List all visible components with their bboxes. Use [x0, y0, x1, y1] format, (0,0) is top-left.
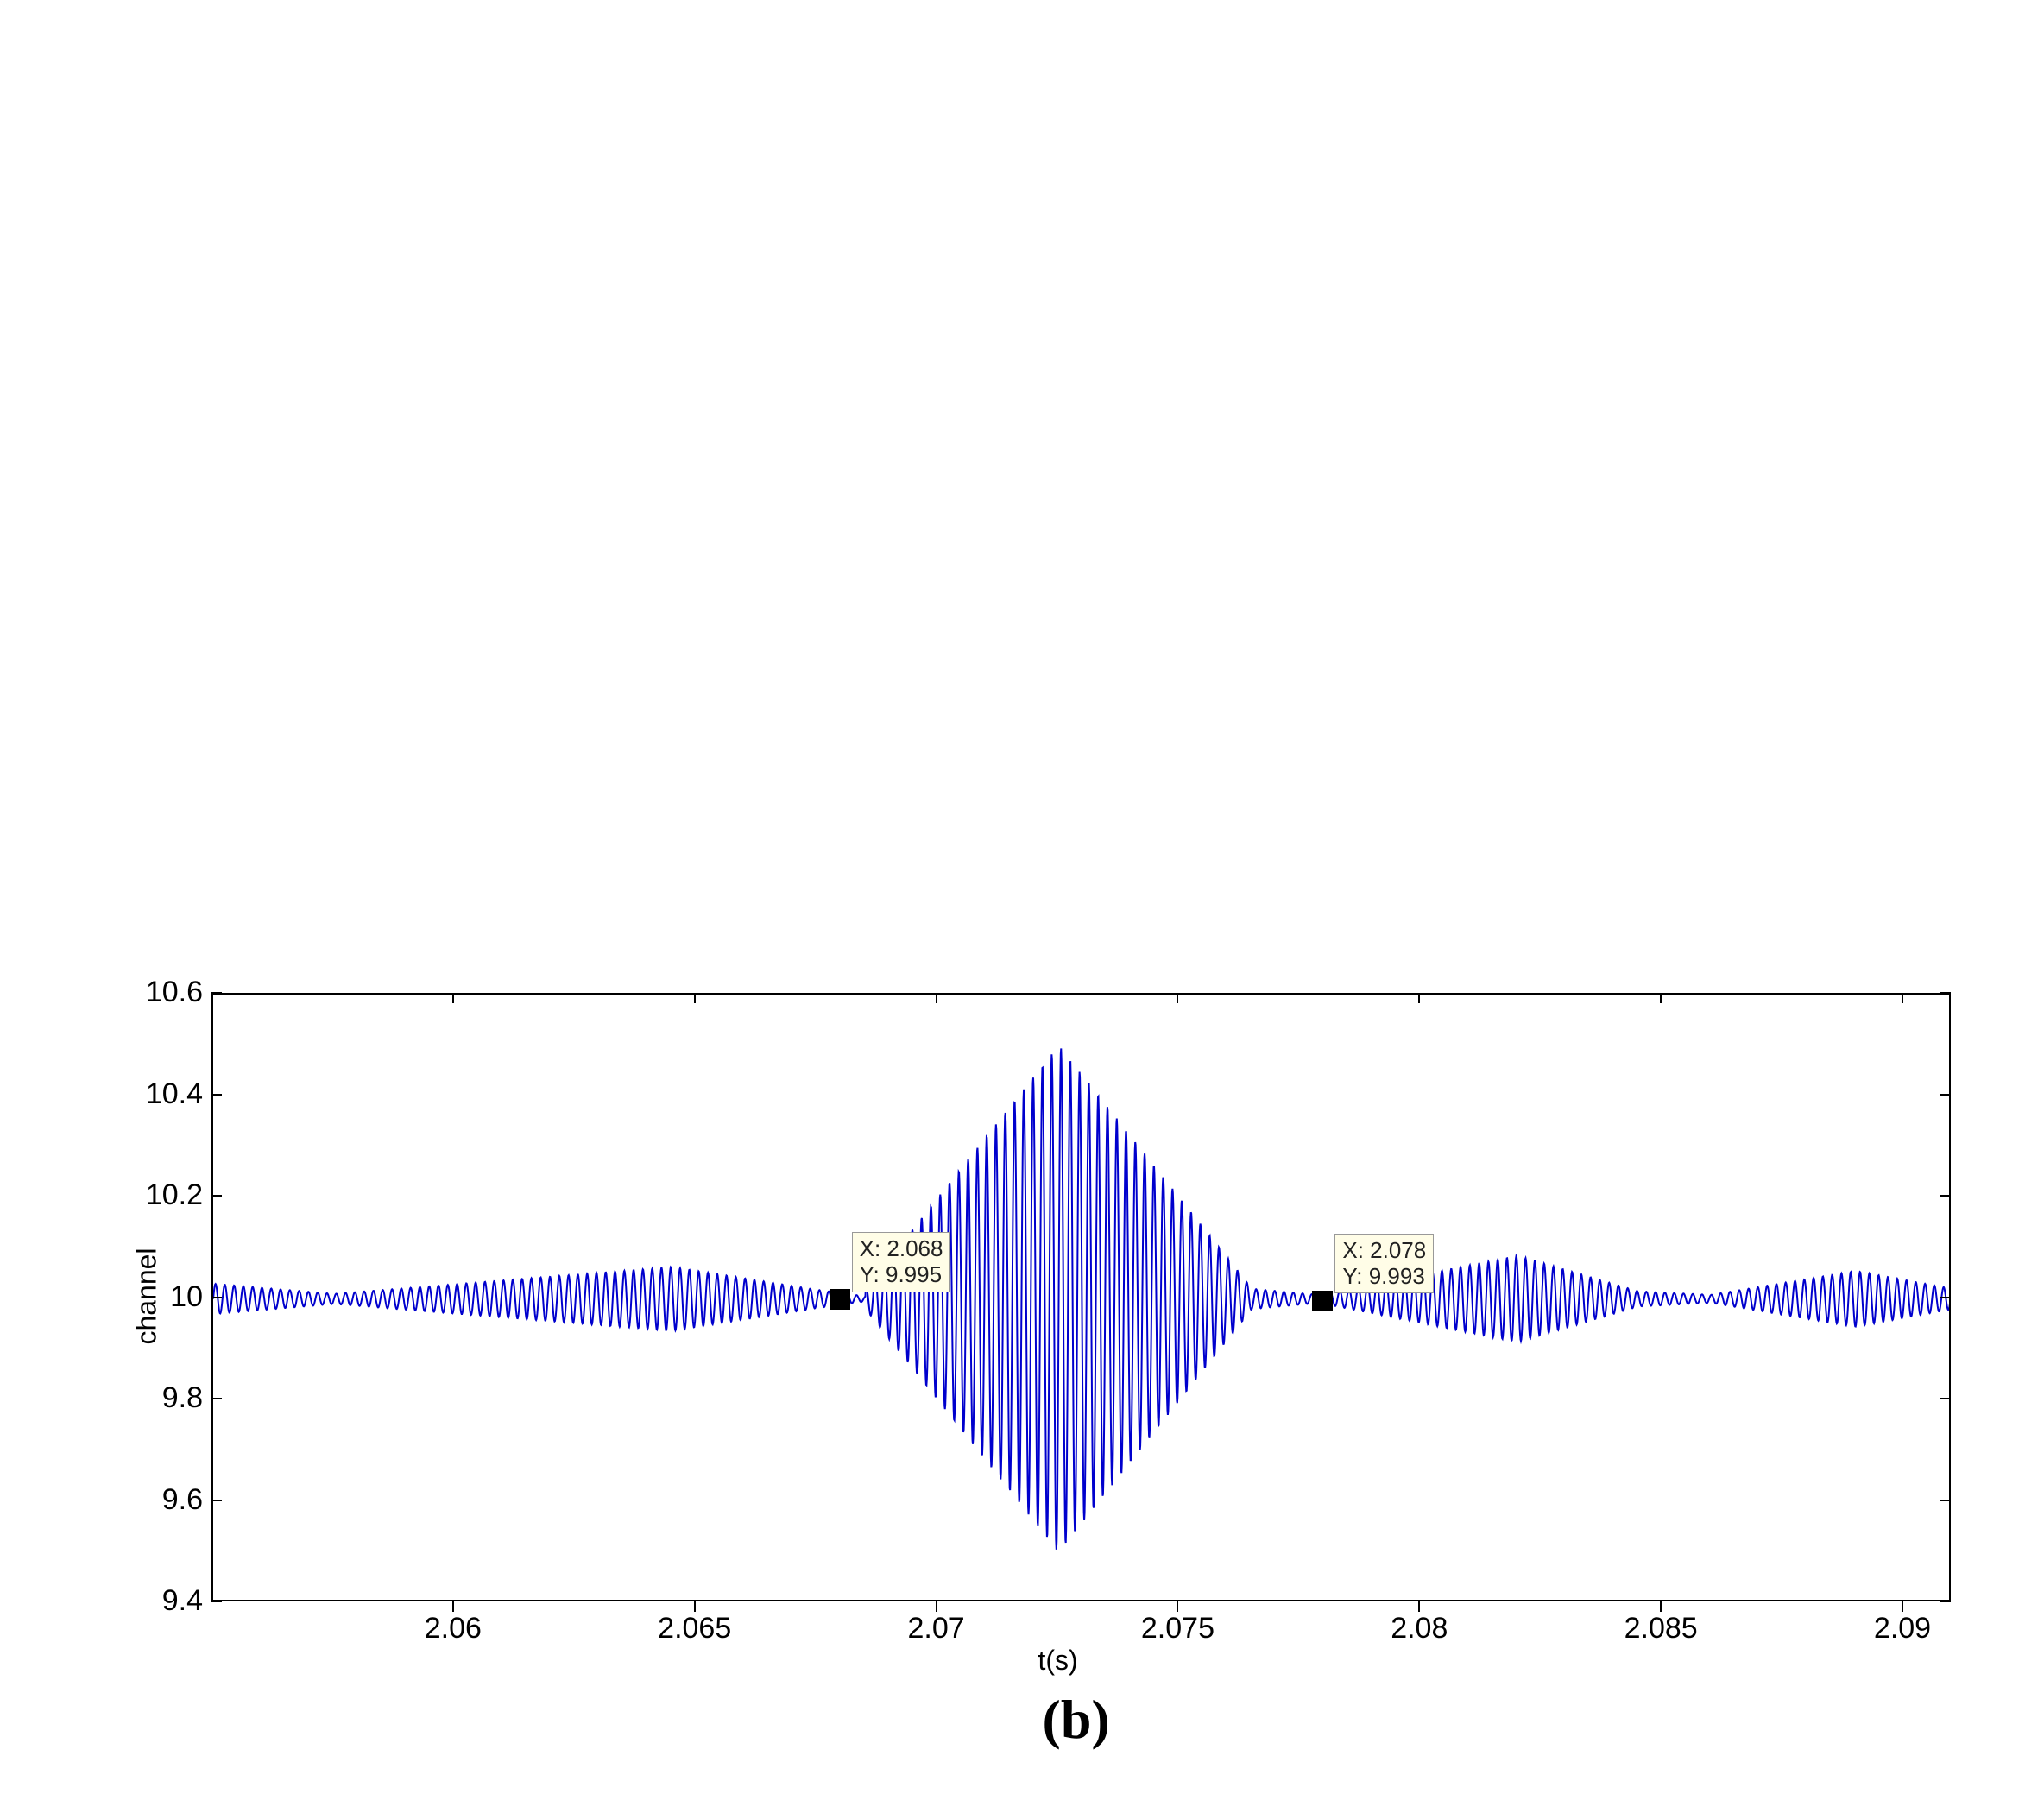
datatip-1[interactable]: X: 2.068 Y: 9.995 [852, 1232, 951, 1292]
datatip-2-x: X: 2.078 [1342, 1238, 1426, 1264]
datatip-1-x: X: 2.068 [860, 1236, 943, 1262]
chart-b-svg [213, 995, 1951, 1601]
chart-b-plot-area [211, 993, 1951, 1601]
datatip-marker-2[interactable] [1312, 1291, 1333, 1311]
chart-b-ytick: 9.8 [125, 1381, 203, 1415]
datatip-2-y: Y: 9.993 [1342, 1264, 1426, 1290]
chart-b-ytick: 9.6 [125, 1483, 203, 1517]
chart-b-xtick: 2.07 [889, 1612, 984, 1646]
datatip-marker-1[interactable] [830, 1289, 850, 1310]
chart-b-ytick: 10.6 [125, 976, 203, 1009]
chart-b-xtick: 2.09 [1855, 1612, 1950, 1646]
datatip-2[interactable]: X: 2.078 Y: 9.993 [1334, 1234, 1434, 1294]
chart-b-xtick: 2.075 [1130, 1612, 1225, 1646]
chart-b-xtick: 2.08 [1372, 1612, 1467, 1646]
chart-b-ytick: 9.4 [125, 1584, 203, 1618]
chart-b-xlabel: t(s) [1038, 1645, 1078, 1677]
chart-b-ytick: 10.2 [125, 1178, 203, 1212]
page-root: channel t(s) 00.511.522.533.544.50246810… [0, 0, 2044, 1813]
chart-b-xtick: 2.085 [1613, 1612, 1708, 1646]
chart-b-subfig-label: (b) [1043, 1688, 1110, 1752]
chart-b-xtick: 2.065 [647, 1612, 742, 1646]
datatip-1-y: Y: 9.995 [860, 1262, 943, 1288]
chart-b-ytick: 10 [125, 1280, 203, 1314]
chart-b: channel t(s) X: 2.068 Y: 9.995 X: 2.078 … [0, 0, 2044, 1813]
chart-b-xtick: 2.06 [406, 1612, 501, 1646]
chart-b-ytick: 10.4 [125, 1077, 203, 1111]
